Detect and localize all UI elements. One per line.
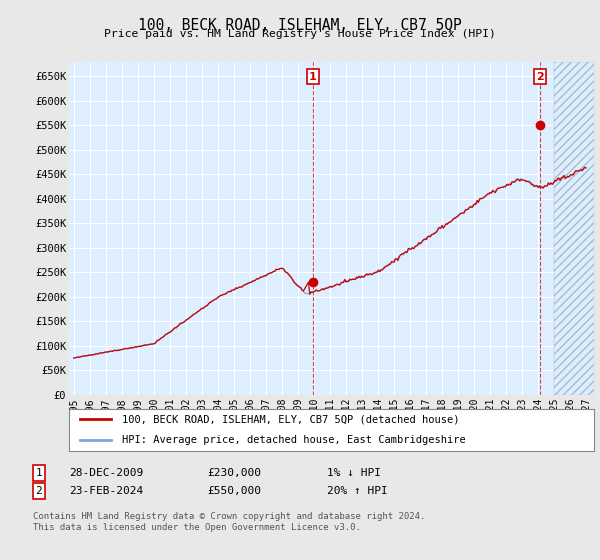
Text: 20% ↑ HPI: 20% ↑ HPI [327,486,388,496]
Text: 1: 1 [309,72,316,82]
Text: 23-FEB-2024: 23-FEB-2024 [69,486,143,496]
Text: 1% ↓ HPI: 1% ↓ HPI [327,468,381,478]
Text: £550,000: £550,000 [207,486,261,496]
Text: 100, BECK ROAD, ISLEHAM, ELY, CB7 5QP: 100, BECK ROAD, ISLEHAM, ELY, CB7 5QP [138,18,462,33]
Text: 1: 1 [35,468,43,478]
Text: 2: 2 [536,72,544,82]
Text: Contains HM Land Registry data © Crown copyright and database right 2024.
This d: Contains HM Land Registry data © Crown c… [33,512,425,532]
Text: Price paid vs. HM Land Registry's House Price Index (HPI): Price paid vs. HM Land Registry's House … [104,29,496,39]
Text: 28-DEC-2009: 28-DEC-2009 [69,468,143,478]
Text: £230,000: £230,000 [207,468,261,478]
Text: HPI: Average price, detached house, East Cambridgeshire: HPI: Average price, detached house, East… [121,435,465,445]
Text: 2: 2 [35,486,43,496]
Bar [554,62,594,395]
Text: 100, BECK ROAD, ISLEHAM, ELY, CB7 5QP (detached house): 100, BECK ROAD, ISLEHAM, ELY, CB7 5QP (d… [121,414,459,424]
